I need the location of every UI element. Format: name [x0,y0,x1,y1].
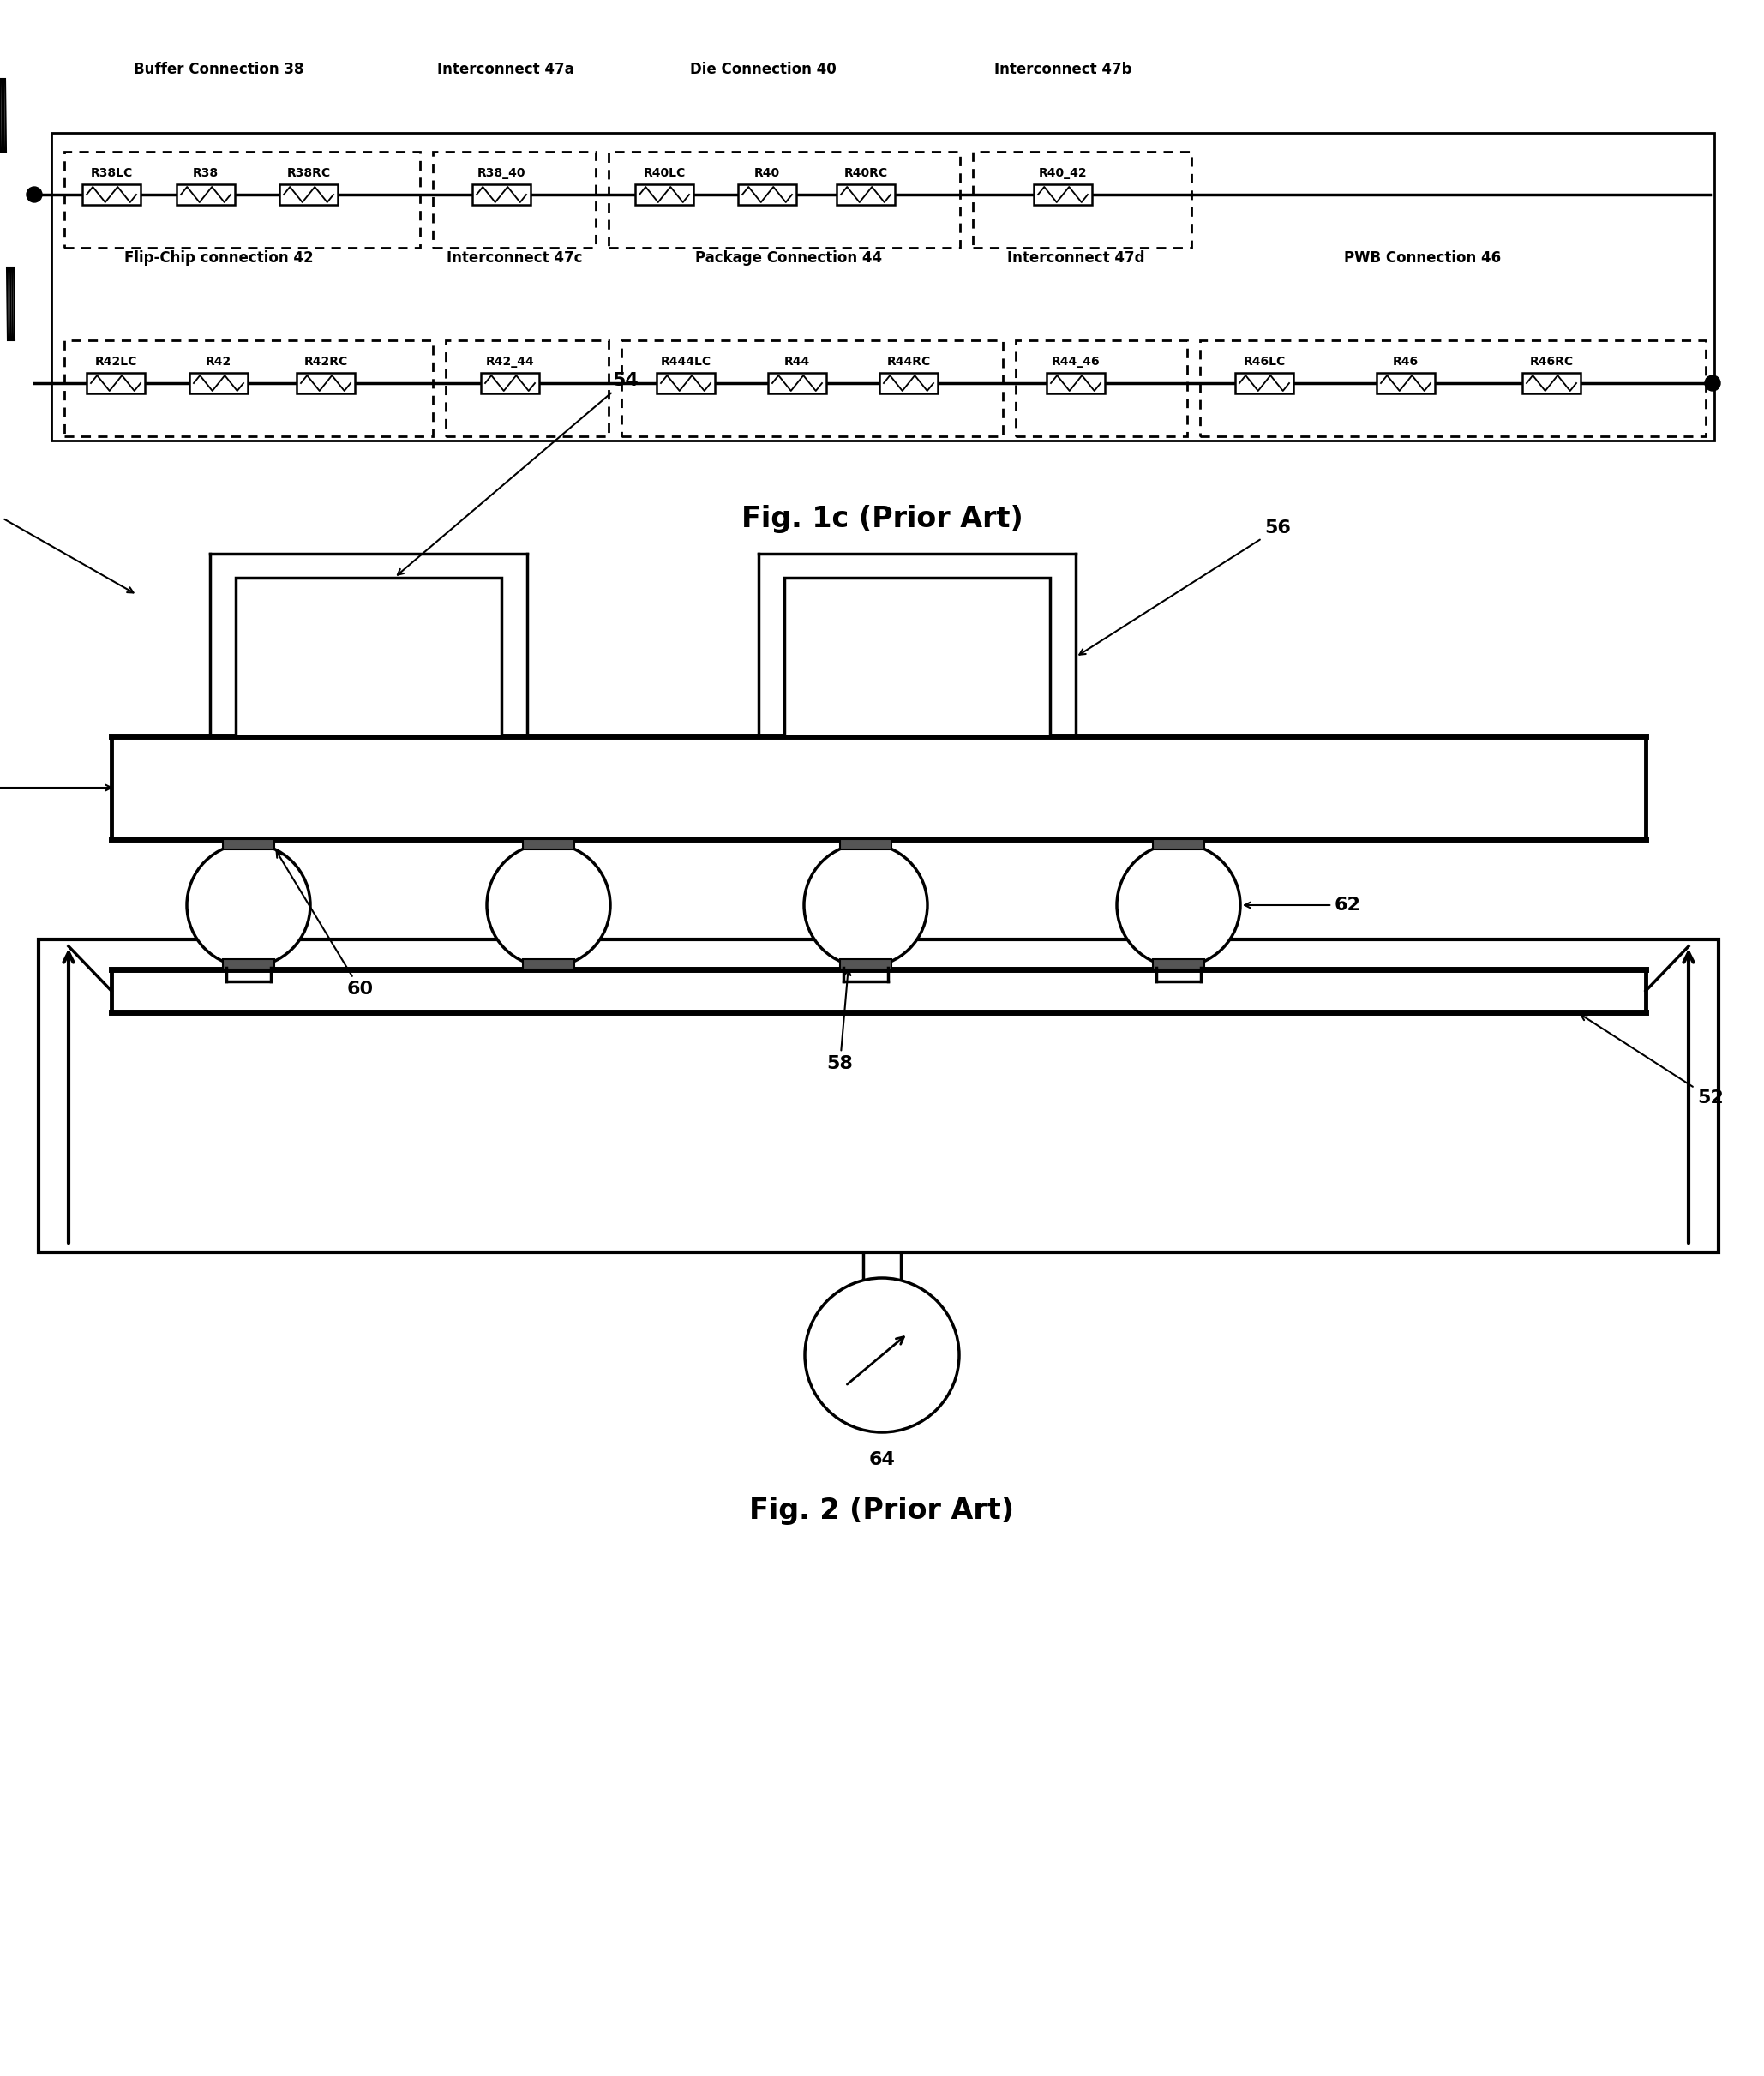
Text: R40RC: R40RC [843,168,887,179]
Bar [1046,374,1104,394]
Bar [1034,185,1092,206]
Bar [880,374,938,394]
Text: Buffer Connection 38: Buffer Connection 38 [134,62,303,77]
Text: Fig. 1c (Prior Art): Fig. 1c (Prior Art) [741,504,1023,534]
Bar [1154,839,1205,849]
Bar [296,374,355,394]
Bar [974,152,1191,247]
Bar [83,185,141,206]
Bar [1200,340,1706,436]
Bar [189,374,247,394]
Circle shape [487,843,610,967]
Text: PWB Connection 46: PWB Connection 46 [1344,251,1501,266]
Bar [432,152,596,247]
Text: Die Connection 40: Die Connection 40 [690,62,836,77]
Text: 66: 66 [0,500,134,592]
Text: 60: 60 [277,851,374,999]
Text: R46: R46 [1394,355,1418,367]
Bar [621,340,1004,436]
Text: Flip-Chip connection 42: Flip-Chip connection 42 [123,251,314,266]
Text: R42LC: R42LC [95,355,138,367]
Text: Interconnect 47a: Interconnect 47a [437,62,573,77]
Text: R444LC: R444LC [660,355,711,367]
Bar [473,185,531,206]
Text: 64: 64 [868,1451,896,1468]
Bar [767,374,826,394]
Text: 54: 54 [397,372,639,575]
Bar [446,340,609,436]
Text: R42: R42 [206,355,231,367]
Text: R44: R44 [785,355,810,367]
Text: 50: 50 [0,778,111,797]
Text: R40LC: R40LC [644,168,686,179]
Bar [86,374,145,394]
Text: R38RC: R38RC [288,168,330,179]
Text: R44_46: R44_46 [1051,355,1101,367]
Bar [111,737,1646,839]
Bar [39,940,1718,1252]
Text: R42RC: R42RC [303,355,348,367]
Circle shape [187,843,310,967]
Bar [836,185,894,206]
Text: Interconnect 47c: Interconnect 47c [446,251,582,266]
Bar [64,340,432,436]
Bar [635,185,693,206]
Circle shape [26,187,42,201]
Text: 62: 62 [1245,897,1362,913]
Bar [222,959,273,969]
Bar [609,152,960,247]
Bar [785,577,1050,737]
Bar [737,185,796,206]
Text: R42_44: R42_44 [485,355,534,367]
Bar [64,152,420,247]
Text: R38LC: R38LC [90,168,132,179]
Bar [51,133,1715,440]
Text: 52: 52 [1581,1015,1723,1107]
Bar [522,839,575,849]
Bar [522,959,575,969]
Text: R44RC: R44RC [887,355,931,367]
Bar [840,959,891,969]
Text: R46RC: R46RC [1529,355,1573,367]
Text: R38_40: R38_40 [478,168,526,179]
Circle shape [1704,376,1720,390]
Bar [482,374,540,394]
Text: R38: R38 [192,168,219,179]
Text: 58: 58 [827,969,854,1073]
Bar [656,374,714,394]
Text: R40: R40 [755,168,780,179]
Bar [840,839,891,849]
Text: R46LC: R46LC [1244,355,1286,367]
Circle shape [804,1279,960,1432]
Circle shape [804,843,928,967]
Bar [1235,374,1293,394]
Text: Fig. 2 (Prior Art): Fig. 2 (Prior Art) [750,1497,1014,1526]
Bar [1376,374,1434,394]
Bar [1522,374,1581,394]
Bar [111,969,1646,1013]
Bar [279,185,337,206]
Circle shape [1117,843,1240,967]
Bar [1154,959,1205,969]
Text: Package Connection 44: Package Connection 44 [695,251,882,266]
Bar [236,577,501,737]
Text: Interconnect 47b: Interconnect 47b [995,62,1132,77]
Bar [176,185,235,206]
Text: 56: 56 [1080,519,1291,654]
Bar [1016,340,1187,436]
Bar [222,839,273,849]
Text: R40_42: R40_42 [1039,168,1087,179]
Text: Interconnect 47d: Interconnect 47d [1007,251,1145,266]
